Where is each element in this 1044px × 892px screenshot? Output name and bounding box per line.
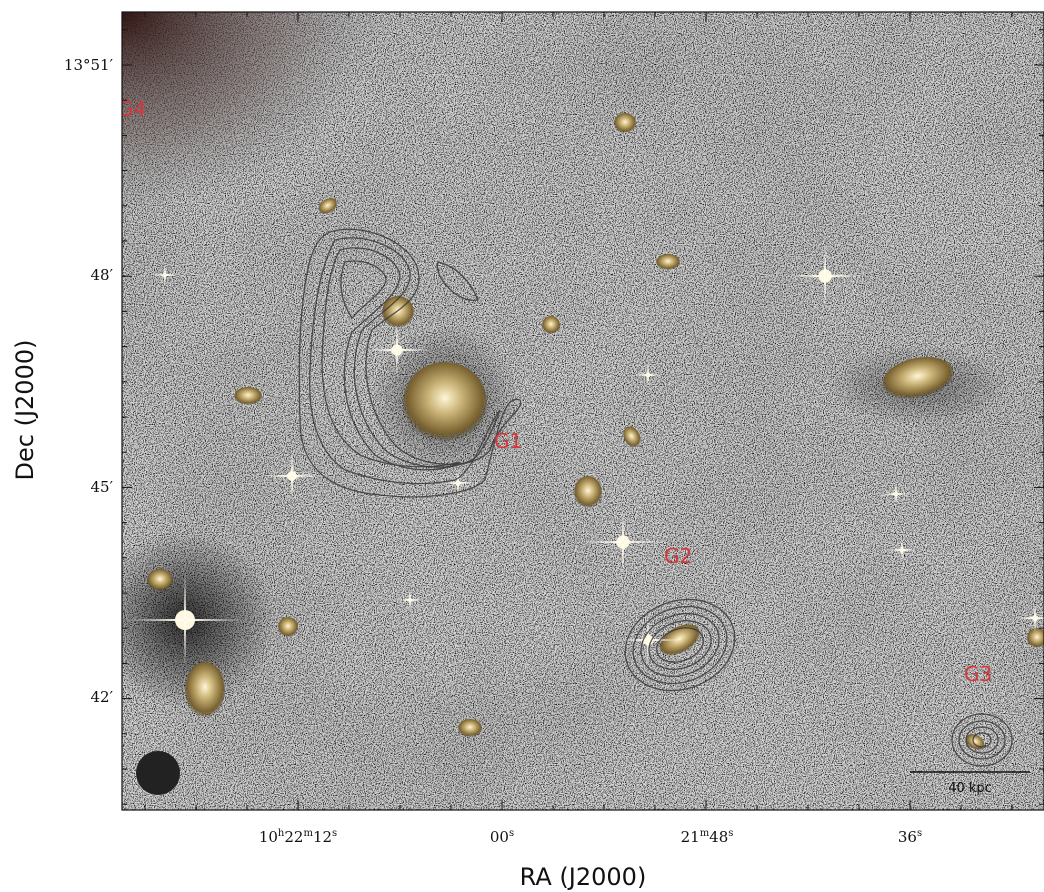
x-tick-label-part: s: [728, 828, 733, 839]
frame: [121, 11, 1044, 811]
star-spike: [1017, 603, 1044, 633]
y-axis-label: Dec (J2000): [11, 340, 39, 481]
star: [1032, 615, 1038, 621]
galaxy-label: G2: [664, 544, 692, 568]
x-tick-label: 36s: [898, 828, 922, 846]
x-axis-label: RA (J2000): [520, 863, 647, 891]
star-spike: [153, 265, 177, 285]
star: [455, 480, 461, 486]
x-tick-label-part: 10: [259, 828, 278, 846]
star-spike: [125, 572, 245, 668]
x-tick-label-part: h: [278, 828, 285, 839]
galaxy-label: G4: [118, 97, 146, 121]
x-tick-label-part: 21: [681, 828, 700, 846]
star: [287, 471, 297, 481]
star: [408, 598, 412, 602]
x-tick-label-part: s: [332, 828, 337, 839]
x-tick-label-part: m: [303, 828, 313, 839]
galaxy-label: G1: [494, 429, 522, 453]
star: [645, 372, 651, 378]
x-tick-label-part: s: [917, 828, 922, 839]
stars: [125, 244, 1044, 668]
star-spike: [442, 470, 474, 496]
star-spike: [398, 590, 422, 610]
y-tick-label: 42′: [91, 688, 114, 706]
x-tick-label-part: m: [700, 828, 710, 839]
beam: [136, 751, 180, 795]
x-tick-label-part: 22: [284, 828, 303, 846]
x-tick-label-part: 12: [313, 828, 332, 846]
star: [391, 344, 403, 356]
y-tick-label: 13°51′: [64, 56, 114, 74]
galaxy-label: G3: [964, 662, 992, 686]
star-spike: [634, 363, 662, 387]
x-tick-label: 10h22m12s: [259, 828, 337, 846]
star: [818, 269, 832, 283]
star-spike: [882, 482, 910, 506]
star: [616, 535, 630, 549]
x-tick-label: 21m48s: [681, 828, 734, 846]
x-tick-label-part: s: [509, 828, 514, 839]
sky-image: 40 kpc G4 G1 G2 G3: [118, 12, 1044, 810]
x-tick-label: 00s: [490, 828, 514, 846]
star: [893, 491, 899, 497]
star-spike: [888, 538, 916, 562]
x-tick-label-part: 00: [490, 828, 509, 846]
star: [163, 273, 167, 277]
star-spike: [583, 510, 663, 574]
star: [899, 547, 905, 553]
star-spike: [363, 322, 431, 378]
star-spike: [785, 244, 865, 308]
star: [175, 610, 195, 630]
star-spike: [262, 452, 322, 500]
y-tick-label: 45′: [91, 478, 114, 496]
star-spike: [616, 614, 680, 666]
scale-label: 40 kpc: [948, 781, 992, 796]
x-tick-label-part: 48: [709, 828, 728, 846]
x-tick-label-part: 36: [898, 828, 917, 846]
y-tick-label: 48′: [91, 266, 114, 284]
radio-contours: [298, 228, 1013, 767]
